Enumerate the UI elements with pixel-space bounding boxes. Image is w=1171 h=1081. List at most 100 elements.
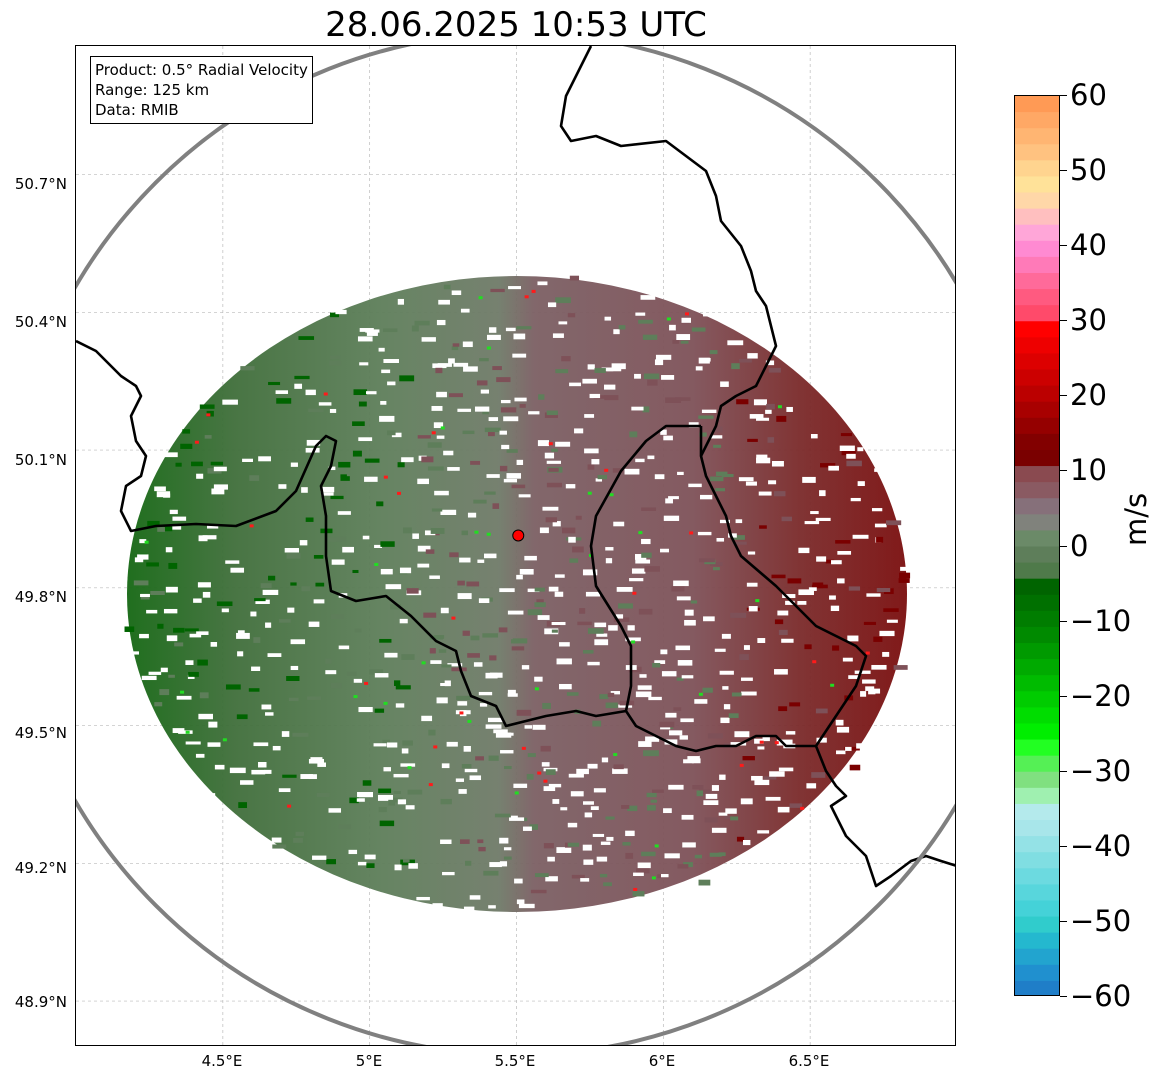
echo-bin [846, 460, 862, 467]
echo-bin [486, 474, 500, 478]
echo-bin [652, 662, 661, 668]
echo-bin [551, 448, 558, 452]
radar-map[interactable]: Product: 0.5° Radial Velocity Range: 125… [75, 45, 956, 1046]
echo-bin [427, 442, 442, 448]
echo-bin [229, 767, 246, 774]
echo-bin [587, 628, 604, 634]
echo-bin [487, 717, 503, 723]
echo-bin [644, 566, 661, 572]
echo-bin [305, 517, 314, 522]
echo-bin [284, 548, 300, 553]
colorbar-tick-mark [1060, 996, 1067, 997]
echo-bin [222, 399, 238, 405]
echo-bin [584, 448, 599, 454]
echo-bin [773, 491, 786, 497]
colorbar-swatch [1015, 820, 1059, 837]
echo-bin [208, 721, 218, 728]
colorbar-swatch [1015, 803, 1059, 821]
echo-bin [313, 554, 324, 559]
echo-bin [524, 725, 533, 729]
echo-bin [552, 333, 564, 338]
echo-bin [756, 417, 770, 421]
echo-bin [741, 691, 757, 696]
colorbar-swatch [1015, 96, 1059, 113]
echo-bin [383, 767, 391, 772]
echo-bin [397, 462, 405, 468]
echo-bin [601, 367, 614, 372]
echo-bin [624, 468, 640, 475]
echo-bin [331, 559, 345, 565]
echo-bin [571, 874, 585, 879]
echo-outlier-bin [431, 431, 436, 435]
echo-bin [467, 653, 480, 658]
echo-bin [862, 679, 876, 684]
echo-bin [635, 559, 651, 564]
echo-bin [601, 757, 609, 763]
echo-bin [540, 745, 551, 752]
echo-bin [417, 545, 431, 552]
echo-bin [544, 412, 558, 418]
colorbar-swatch [1015, 433, 1059, 451]
echo-bin [174, 642, 184, 647]
echo-bin [286, 676, 300, 681]
echo-bin [719, 774, 726, 780]
echo-bin [133, 580, 149, 586]
echo-bin [723, 704, 731, 710]
echo-outlier-bin [180, 690, 185, 694]
echo-bin [691, 327, 706, 332]
colorbar-swatch [1015, 787, 1059, 805]
echo-bin [643, 750, 659, 757]
echo-bin [172, 728, 185, 734]
echo-bin [653, 895, 662, 900]
echo-bin [860, 691, 867, 697]
echo-bin [271, 837, 282, 843]
echo-bin [592, 833, 605, 837]
echo-bin [288, 697, 299, 702]
echo-bin [166, 635, 178, 642]
echo-bin [353, 678, 363, 683]
echo-outlier-bin [543, 779, 548, 783]
echo-bin [440, 509, 457, 515]
echo-bin [242, 458, 253, 462]
echo-outlier-bin [440, 426, 445, 430]
echo-bin [709, 852, 722, 857]
echo-bin [328, 466, 336, 471]
echo-bin [640, 295, 656, 300]
echo-bin [642, 334, 658, 340]
echo-bin [766, 403, 775, 410]
echo-bin [401, 748, 409, 754]
echo-bin [202, 591, 211, 598]
colorbar-tick-label: 40 [1070, 228, 1107, 263]
echo-bin [638, 741, 652, 747]
echo-bin [831, 560, 842, 565]
echo-bin [399, 375, 415, 382]
info-range: Range: 125 km [95, 81, 210, 99]
echo-bin [583, 859, 594, 865]
echo-bin [477, 559, 485, 563]
echo-bin [577, 621, 592, 626]
echo-bin [722, 686, 729, 690]
product-info-box: Product: 0.5° Radial Velocity Range: 125… [90, 56, 313, 124]
echo-bin [282, 774, 297, 778]
echo-bin [543, 786, 556, 792]
echo-bin [435, 367, 443, 374]
echo-bin [811, 772, 826, 778]
echo-bin [251, 666, 261, 671]
echo-bin [516, 899, 525, 905]
echo-bin [195, 753, 205, 758]
colorbar-swatch [1015, 626, 1059, 644]
echo-bin [668, 496, 679, 500]
echo-bin [411, 325, 419, 332]
colorbar-swatch [1015, 337, 1059, 355]
echo-bin [808, 587, 817, 591]
echo-bin [576, 768, 589, 775]
echo-bin [329, 360, 342, 366]
echo-bin [330, 355, 341, 360]
echo-bin [281, 731, 290, 737]
echo-bin [440, 798, 452, 805]
echo-bin [741, 677, 753, 681]
echo-bin [776, 415, 787, 422]
echo-bin [618, 704, 633, 708]
colorbar-tick-label: 10 [1070, 453, 1107, 488]
echo-bin [830, 605, 840, 612]
